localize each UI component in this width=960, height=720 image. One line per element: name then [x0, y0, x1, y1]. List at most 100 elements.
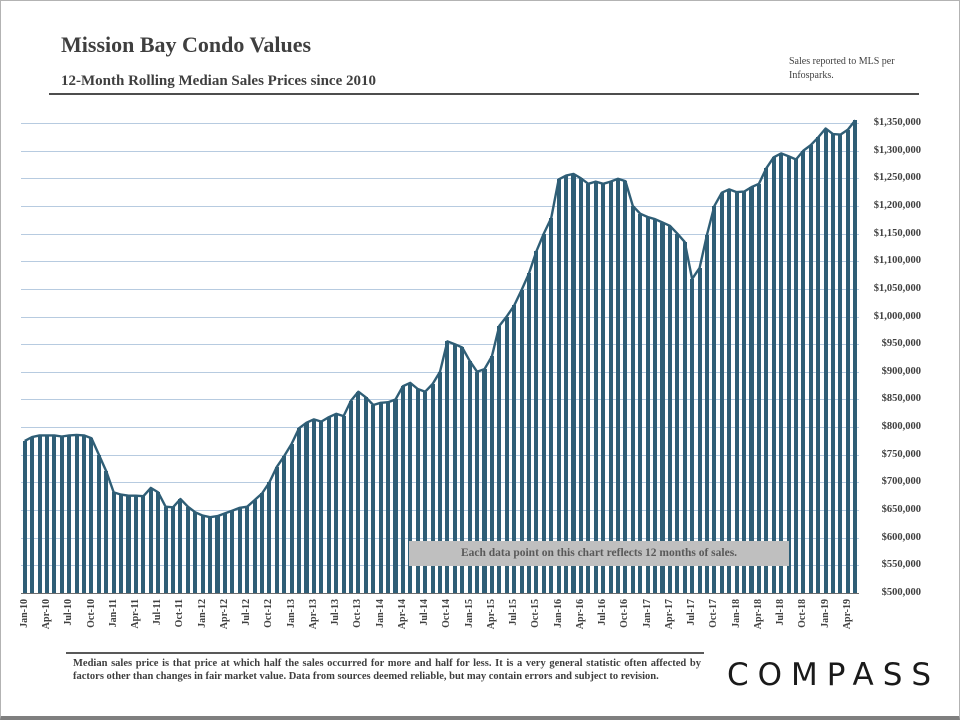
bar	[482, 369, 487, 593]
bar	[704, 234, 709, 593]
bar	[786, 156, 791, 593]
trend-line	[24, 119, 857, 519]
bar	[334, 413, 339, 593]
y-gridline	[21, 205, 859, 207]
x-tick-label: Jul-17	[686, 599, 698, 626]
bar	[712, 205, 717, 593]
bar	[430, 383, 435, 593]
bar	[823, 128, 828, 593]
x-tick-label: Apr-10	[41, 599, 52, 630]
bar	[326, 417, 331, 593]
bar	[386, 402, 391, 593]
bar	[104, 471, 109, 593]
bar	[764, 168, 769, 593]
bar	[245, 506, 250, 593]
x-tick-label: Jan-17	[641, 599, 653, 628]
y-gridline	[21, 150, 859, 152]
y-tick-label: $500,000	[881, 587, 921, 598]
bar	[437, 371, 443, 593]
bar	[82, 435, 87, 593]
x-tick-label: Oct-16	[619, 599, 631, 628]
bar	[660, 222, 665, 593]
bar	[734, 192, 739, 593]
x-axis-baseline	[21, 593, 859, 594]
bar	[742, 191, 747, 593]
bar	[185, 506, 190, 593]
x-tick-label: Jan-11	[107, 599, 119, 628]
bar	[452, 344, 457, 593]
bar	[519, 289, 524, 593]
bar	[193, 512, 198, 593]
bar	[156, 492, 161, 593]
bar	[623, 181, 628, 593]
bar	[838, 134, 843, 593]
y-tick-label: $1,050,000	[873, 282, 921, 294]
x-tick-label: Apr-12	[218, 599, 230, 630]
x-tick-label: Jan-13	[285, 599, 297, 628]
x-tick-label: Jul-15	[508, 599, 520, 626]
chart-annotation: Each data point on this chart reflects 1…	[409, 541, 789, 566]
bar	[59, 436, 64, 593]
x-tick-label: Jan-10	[18, 599, 30, 628]
bar	[504, 316, 509, 593]
bar	[378, 402, 383, 593]
y-gridline	[21, 261, 859, 263]
footer-divider	[66, 652, 704, 654]
bar	[690, 278, 695, 593]
y-tick-label: $1,250,000	[873, 172, 921, 184]
header-divider	[49, 93, 919, 95]
bar	[200, 515, 205, 593]
y-tick-label: $650,000	[881, 504, 921, 516]
bar	[653, 219, 658, 593]
bar	[727, 189, 732, 593]
bar	[512, 305, 517, 593]
bar	[230, 510, 235, 593]
x-tick-label: Jul-13	[330, 599, 342, 626]
bar	[393, 399, 398, 593]
bar	[586, 183, 591, 593]
x-tick-label: Apr-14	[396, 599, 408, 630]
bar	[30, 437, 35, 593]
x-tick-label: Jan-15	[463, 599, 475, 628]
y-tick-label: $800,000	[881, 421, 921, 433]
x-tick-label: Apr-18	[752, 599, 764, 630]
bar	[133, 495, 138, 593]
bar	[793, 159, 798, 593]
x-tick-label: Jan-18	[730, 599, 742, 628]
bar	[363, 397, 368, 593]
x-tick-label: Oct-12	[263, 599, 275, 628]
y-gridline	[21, 123, 859, 124]
bar	[578, 178, 583, 593]
bar	[756, 183, 761, 593]
chart-plot-area: Each data point on this chart reflects 1…	[21, 119, 859, 594]
x-tick-label: Oct-13	[352, 599, 364, 628]
bar	[564, 175, 569, 593]
bar	[675, 233, 680, 593]
bar	[297, 428, 302, 593]
trend-polyline	[24, 119, 857, 519]
bar	[74, 434, 79, 593]
x-tick-label: Jan-12	[196, 599, 208, 628]
bar	[497, 325, 502, 593]
y-tick-label: $1,000,000	[873, 310, 921, 322]
x-tick-label: Jul-16	[597, 599, 609, 626]
bar	[608, 181, 613, 593]
x-tick-label: Oct-15	[530, 599, 542, 628]
x-tick-label: Jul-11	[152, 599, 164, 626]
bar	[222, 513, 227, 593]
bar	[274, 466, 279, 593]
bar	[22, 440, 27, 593]
bar	[749, 187, 754, 593]
bar	[526, 273, 532, 593]
bar	[541, 233, 546, 593]
bar	[779, 153, 784, 593]
y-gridline	[21, 288, 859, 290]
page-subtitle: 12-Month Rolling Median Sales Prices sin…	[61, 73, 376, 90]
bar	[96, 454, 101, 593]
x-tick-label: Jul-14	[419, 599, 431, 626]
x-tick-label: Apr-16	[574, 599, 586, 630]
bar	[831, 134, 836, 593]
x-tick-label: Oct-17	[708, 599, 720, 628]
bar	[630, 205, 635, 593]
